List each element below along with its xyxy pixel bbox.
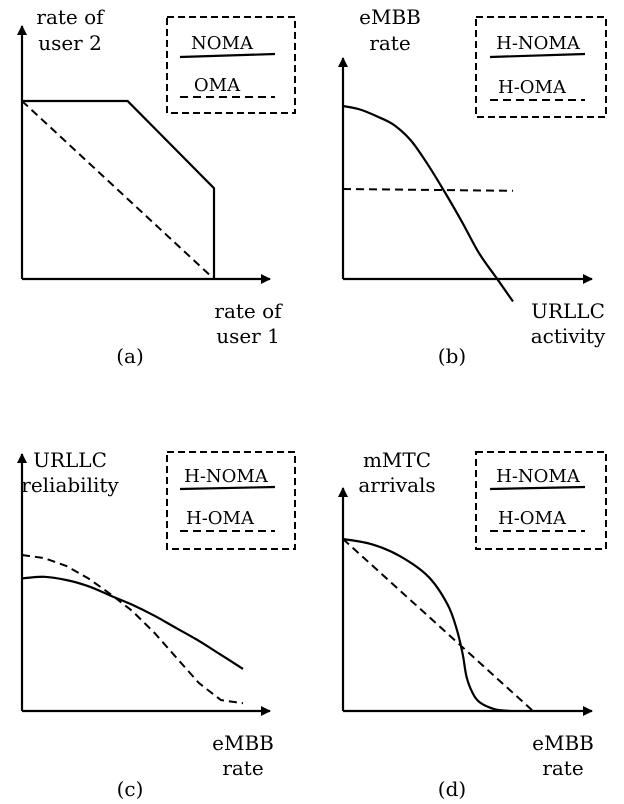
panel-b-xlabel-line2: activity <box>531 324 606 348</box>
panel-c-ylabel-line1: URLLC <box>33 448 107 472</box>
panel-d-legend: H-NOMA H-OMA <box>475 451 607 550</box>
panel-c-legend-line-1 <box>179 485 276 491</box>
panel-d-ylabel-line2: arrivals <box>358 473 435 497</box>
panel-c-legend-label-1: H-NOMA <box>184 466 269 487</box>
panel-b-series-h-noma-line <box>342 104 514 303</box>
panel-b-legend: H-NOMA H-OMA <box>475 16 607 118</box>
panel-c-xlabel-line2: rate <box>222 756 263 780</box>
panel-b-plot <box>342 104 514 303</box>
panel-d-xlabel-line1: eMBB <box>532 731 594 755</box>
panel-a-series-noma-line <box>22 99 216 279</box>
panel-b-label: (b) <box>438 344 466 368</box>
panel-c: URLLC reliability eMBB rate (c) H-NOMA H… <box>17 448 296 801</box>
panel-a-legend-label-2: OMA <box>194 75 241 96</box>
panel-d: mMTC arrivals eMBB rate (d) H-NOMA H-OMA <box>338 448 607 801</box>
panel-a-plot <box>21 99 216 280</box>
panel-d-legend-line-1 <box>489 485 586 491</box>
panel-c-xlabel-line1: eMBB <box>212 731 274 755</box>
panel-b-legend-line-1 <box>489 52 586 59</box>
panel-d-xlabel-line2: rate <box>542 756 583 780</box>
panel-c-legend-box <box>166 451 296 550</box>
panel-d-legend-label-1: H-NOMA <box>496 466 581 487</box>
panel-c-series-h-noma-line <box>21 575 244 670</box>
panel-c-plot <box>21 554 244 705</box>
panel-d-legend-box <box>475 451 607 550</box>
panel-d-label: (d) <box>438 777 466 801</box>
panel-a-legend-box <box>166 16 296 114</box>
panel-a-series-oma-line <box>21 100 215 280</box>
panel-a-ylabel-line2: user 2 <box>38 31 102 55</box>
panel-a-label: (a) <box>116 344 144 368</box>
panel-a-xlabel-line2: user 1 <box>216 324 280 348</box>
panel-b-series-h-oma-line <box>342 188 514 192</box>
panel-b-legend-label-1: H-NOMA <box>496 33 581 54</box>
panel-a-xlabel-line1: rate of <box>214 299 283 323</box>
panel-d-legend-label-2: H-OMA <box>498 508 567 529</box>
panel-d-series-h-oma-line <box>342 538 534 712</box>
panel-b-legend-box <box>475 16 607 118</box>
panel-d-ylabel-line1: mMTC <box>363 448 431 472</box>
panel-c-label: (c) <box>117 777 144 801</box>
panel-b-legend-label-2: H-OMA <box>498 77 567 98</box>
panel-c-legend-label-2: H-OMA <box>186 508 255 529</box>
panel-a-legend-line-1 <box>179 52 276 59</box>
panel-a-ylabel-line1: rate of <box>36 5 105 29</box>
panel-a-legend-label-1: NOMA <box>191 33 254 54</box>
panel-b-ylabel-line1: eMBB <box>359 5 421 29</box>
panel-d-plot <box>342 537 534 713</box>
panel-c-ylabel-line2: reliability <box>21 473 119 497</box>
panel-b-xlabel-line1: URLLC <box>531 299 605 323</box>
panel-b-ylabel-line2: rate <box>369 31 410 55</box>
panel-a: rate of user 2 rate of user 1 (a) NOMA O… <box>17 5 296 368</box>
panel-c-legend: H-NOMA H-OMA <box>166 451 296 550</box>
panel-d-series-h-noma-line <box>342 537 511 713</box>
panel-a-legend: NOMA OMA <box>166 16 296 114</box>
panel-b: eMBB rate URLLC activity (b) H-NOMA H-OM… <box>338 5 607 368</box>
